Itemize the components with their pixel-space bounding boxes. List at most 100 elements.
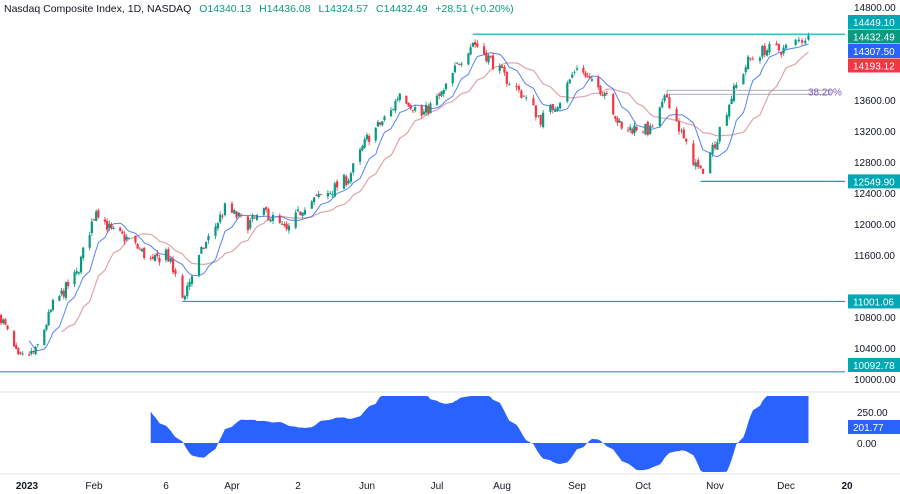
candle-body — [265, 207, 268, 210]
candle-body — [214, 226, 217, 236]
candle-body — [761, 46, 764, 57]
candle-body — [151, 256, 155, 259]
candle-body — [283, 224, 286, 226]
price-tick-label: 13600.00 — [854, 96, 896, 107]
candle-body — [379, 122, 382, 125]
candle-body — [363, 139, 366, 148]
candle-body — [368, 136, 371, 142]
candle-body — [82, 247, 85, 258]
candle-body — [342, 174, 346, 189]
candle-body — [235, 211, 238, 218]
candle-body — [17, 348, 20, 355]
candle-body — [167, 249, 170, 262]
candle-body — [458, 63, 461, 65]
candle-body — [174, 270, 177, 274]
change-value: +28.51 (+0.20%) — [435, 3, 514, 15]
candle-body — [505, 72, 508, 84]
time-tick-label: 6 — [163, 481, 169, 492]
candle-body — [775, 43, 778, 46]
candle-body — [680, 130, 683, 132]
candle-body — [296, 209, 300, 211]
last-value-tag: 14432.49 — [853, 33, 895, 44]
level-price-tag-box — [848, 15, 900, 29]
candle-body — [713, 144, 717, 149]
candle-body — [612, 93, 615, 115]
price-tick-label: 12400.00 — [854, 189, 896, 200]
candle-body — [30, 350, 33, 354]
candle-body — [440, 91, 443, 96]
candle-body — [751, 58, 754, 60]
candle-body — [508, 84, 511, 86]
candle-body — [299, 211, 302, 216]
candle-body — [333, 183, 336, 197]
candle-body — [51, 299, 55, 311]
candle-body — [4, 319, 7, 325]
price-tick-label: 10000.00 — [854, 375, 896, 386]
candle-body — [590, 79, 594, 81]
candle-body — [326, 193, 329, 197]
candle-body — [616, 118, 619, 123]
candle-body — [603, 92, 606, 96]
candle-body — [568, 79, 571, 84]
close-value: C14432.49 — [376, 3, 428, 15]
candle-body — [427, 105, 430, 114]
candle-body — [487, 55, 490, 63]
candle-body — [108, 223, 111, 229]
candle-body — [45, 324, 48, 330]
time-tick-label: Nov — [706, 481, 724, 492]
candle-body — [491, 55, 495, 69]
last-value-tag: 14193.12 — [853, 62, 895, 73]
candle-body — [797, 39, 800, 42]
time-tick-label: Dec — [777, 481, 795, 492]
candle-body — [352, 163, 355, 173]
candle-body — [539, 114, 542, 125]
oscillator-tick-label: 250.00 — [857, 408, 888, 419]
candle-body — [43, 329, 46, 346]
time-tick-label: Feb — [85, 481, 103, 492]
candle-body — [389, 110, 393, 117]
candle-body — [138, 248, 141, 250]
candle-body — [319, 194, 323, 196]
candle-body — [644, 123, 647, 135]
candle-body — [223, 203, 227, 216]
candle-body — [633, 125, 636, 133]
candle-body — [171, 258, 175, 273]
candle-body — [105, 220, 109, 230]
candle-body — [149, 258, 152, 260]
time-tick-label: Oct — [635, 481, 651, 492]
candle-body — [537, 115, 540, 117]
candle-body — [121, 231, 124, 234]
candle-body — [582, 67, 585, 73]
candle-body — [661, 101, 664, 108]
candle-body — [190, 276, 194, 284]
candle-body — [732, 85, 736, 101]
level-price-tag-box — [848, 294, 900, 309]
symbol-title: Nasdaq Composite Index, 1D, NASDAQ — [4, 3, 192, 15]
candle-body — [383, 116, 386, 121]
candle-body — [28, 354, 31, 356]
candle-body — [331, 194, 334, 196]
candle-body — [188, 281, 191, 287]
candle-body — [485, 52, 488, 62]
candle-body — [777, 44, 780, 51]
candle-body — [453, 65, 457, 73]
candle-body — [742, 74, 745, 85]
last-value-tag: 14307.50 — [853, 47, 895, 58]
fib-level-label: 38.20% — [808, 87, 842, 98]
candle-body — [456, 62, 459, 64]
candle-body — [103, 219, 107, 222]
candle-body — [349, 173, 352, 182]
candle-body — [599, 86, 602, 95]
candle-body — [317, 193, 320, 197]
candle-body — [153, 255, 157, 261]
candle-body — [763, 45, 766, 55]
oscillator-tick-label: 0.00 — [857, 439, 877, 450]
candle-body — [313, 197, 316, 203]
oscillator-area — [150, 396, 809, 472]
high-value: H14436.08 — [259, 3, 311, 15]
candle-body — [438, 93, 441, 96]
candle-body — [556, 107, 559, 111]
candle-body — [19, 352, 22, 354]
